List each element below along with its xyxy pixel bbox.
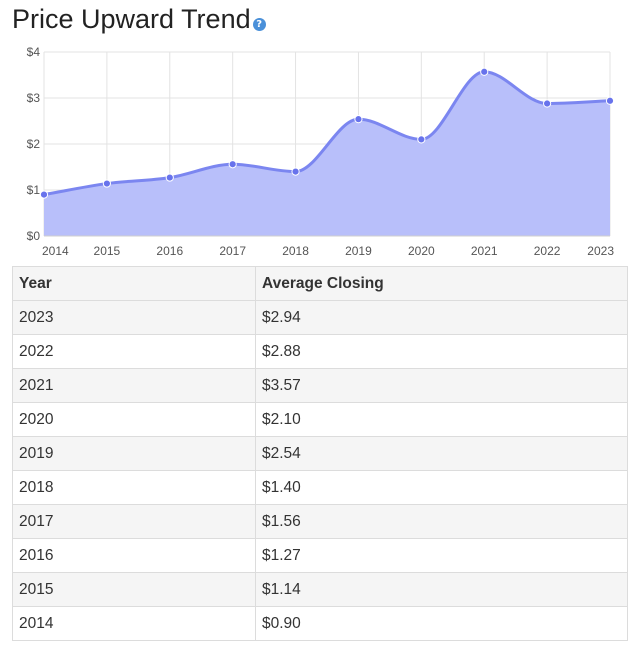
table-row: 2014 $0.90	[12, 606, 628, 641]
cell-year: 2019	[12, 436, 256, 471]
cell-average-closing: $3.57	[255, 368, 628, 403]
y-tick-label: $1	[27, 183, 41, 197]
data-point	[228, 160, 237, 169]
table-row: 2017 $1.56	[12, 504, 628, 539]
x-tick-label: 2014	[42, 244, 69, 258]
data-point	[354, 115, 363, 124]
cell-year: 2021	[12, 368, 256, 403]
x-tick-label: 2015	[94, 244, 121, 258]
table-row: 2023 $2.94	[12, 300, 628, 335]
cell-year: 2016	[12, 538, 256, 573]
x-tick-label: 2021	[471, 244, 498, 258]
price-table-container: Year Average Closing 2023 $2.94 2022 $2.88 2…	[12, 266, 628, 641]
table-header-row: Year Average Closing	[12, 266, 628, 301]
cell-average-closing: $2.94	[255, 300, 628, 335]
x-tick-label: 2019	[345, 244, 372, 258]
x-tick-label: 2023	[587, 244, 614, 258]
series-line	[43, 70, 611, 197]
data-point	[165, 173, 174, 182]
price-area-chart: $0 $1 $2 $3 $4 2014 2015 2016 2017 2018 2019 2020 20…	[27, 45, 615, 258]
cell-year: 2014	[12, 606, 256, 641]
cell-average-closing: $1.56	[255, 504, 628, 539]
table-row: 2021 $3.57	[12, 368, 628, 403]
data-point	[102, 179, 111, 188]
x-tick-label: 2018	[282, 244, 309, 258]
series-area	[44, 71, 610, 236]
question-icon[interactable]: ?	[252, 17, 266, 31]
price-table: Year Average Closing 2023 $2.94 2022 $2.88 2…	[12, 266, 628, 641]
cell-year: 2020	[12, 402, 256, 437]
table-row: 2018 $1.40	[12, 470, 628, 505]
table-body: 2023 $2.94 2022 $2.88 2021 $3.57 2020 $2.10 2019…	[12, 300, 628, 641]
title-row: Price Upward Trend ?	[12, 2, 266, 36]
data-point	[480, 67, 489, 76]
data-point	[543, 99, 552, 108]
cell-average-closing: $2.88	[255, 334, 628, 369]
x-tick-label: 2016	[156, 244, 183, 258]
cell-average-closing: $2.10	[255, 402, 628, 437]
cell-year: 2017	[12, 504, 256, 539]
cell-average-closing: $2.54	[255, 436, 628, 471]
cell-average-closing: $1.40	[255, 470, 628, 505]
x-tick-label: 2020	[408, 244, 435, 258]
cell-year: 2022	[12, 334, 256, 369]
cell-average-closing: $1.14	[255, 572, 628, 607]
cell-average-closing: $1.27	[255, 538, 628, 573]
table-row: 2020 $2.10	[12, 402, 628, 437]
table-row: 2022 $2.88	[12, 334, 628, 369]
data-point	[417, 135, 426, 144]
table-row: 2019 $2.54	[12, 436, 628, 471]
cell-year: 2018	[12, 470, 256, 505]
y-tick-label: $0	[27, 229, 41, 243]
table-row: 2015 $1.14	[12, 572, 628, 607]
header-year: Year	[12, 266, 256, 301]
data-point	[291, 167, 300, 176]
y-tick-label: $3	[27, 91, 41, 105]
page-title: Price Upward Trend	[12, 3, 251, 34]
data-point	[605, 96, 615, 105]
cell-average-closing: $0.90	[255, 606, 628, 641]
cell-year: 2015	[12, 572, 256, 607]
x-tick-label: 2022	[534, 244, 561, 258]
table-row: 2016 $1.27	[12, 538, 628, 573]
y-tick-label: $2	[27, 137, 41, 151]
cell-year: 2023	[12, 300, 256, 335]
header-average-closing: Average Closing	[255, 266, 628, 301]
data-point	[39, 190, 49, 199]
x-tick-label: 2017	[219, 244, 246, 258]
y-tick-label: $4	[27, 45, 41, 59]
